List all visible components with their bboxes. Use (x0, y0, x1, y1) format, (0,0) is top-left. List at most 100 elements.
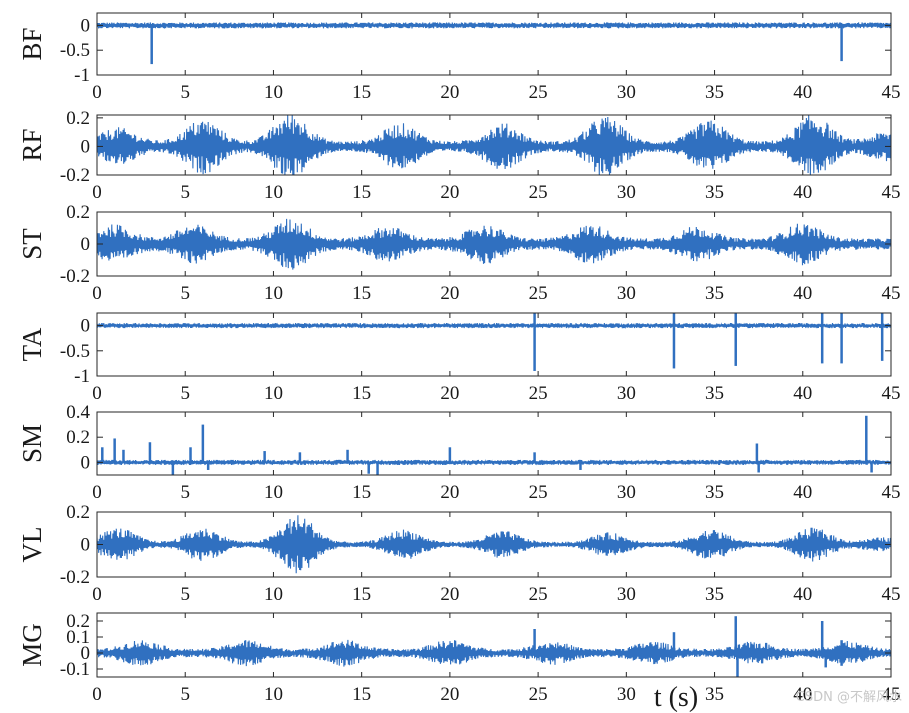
x-tick-label: 35 (705, 82, 724, 103)
x-tick-label: 25 (529, 182, 548, 203)
x-tick-label: 10 (264, 684, 283, 705)
y-axis-label-mg: MG (17, 623, 47, 667)
x-tick-label: 0 (92, 482, 102, 503)
x-tick-label: 35 (705, 684, 724, 705)
x-axis-label: t (s) (654, 682, 698, 713)
axes-box-bf (96, 12, 892, 76)
y-tick-label: -0.2 (60, 266, 90, 287)
x-tick-label: 15 (352, 82, 371, 103)
x-tick-label: 30 (617, 482, 636, 503)
panel-ta: 0 5 10 15 20 25 30 35 40 450-0.5-1TA (17, 312, 901, 404)
x-tick-label: 40 (793, 383, 812, 404)
y-tick-label: 0 (81, 15, 91, 36)
y-axis-label-sm: SM (17, 424, 47, 463)
y-tick-label: 0 (81, 643, 91, 664)
panel-vl: 0 5 10 15 20 25 30 35 40 450.20-0.2VL (17, 502, 901, 605)
x-tick-label: 15 (352, 383, 371, 404)
y-tick-label: 0 (81, 535, 91, 556)
x-tick-label: 20 (440, 584, 459, 605)
x-tick-label: 45 (882, 383, 901, 404)
y-tick-label: 0 (81, 316, 91, 337)
x-tick-label: 35 (705, 182, 724, 203)
panel-st: 0 5 10 15 20 25 30 35 40 450.20-0.2ST (17, 202, 901, 304)
axes-box-rf (96, 114, 892, 176)
x-tick-label: 15 (352, 584, 371, 605)
x-tick-label: 30 (617, 684, 636, 705)
x-tick-label: 5 (180, 584, 190, 605)
x-tick-label: 15 (352, 482, 371, 503)
x-tick-label: 25 (529, 684, 548, 705)
x-tick-label: 25 (529, 283, 548, 304)
x-tick-label: 35 (705, 383, 724, 404)
y-tick-label: -0.5 (60, 341, 90, 362)
x-tick-label: 10 (264, 584, 283, 605)
signal-trace-mg (97, 639, 891, 667)
x-tick-label: 30 (617, 283, 636, 304)
y-axis-label-st: ST (17, 228, 47, 260)
x-tick-label: 20 (440, 182, 459, 203)
y-tick-label: 0.2 (66, 108, 90, 129)
x-tick-label: 5 (180, 182, 190, 203)
y-tick-label: 0.2 (66, 427, 90, 448)
signal-trace-ta (97, 322, 891, 330)
panel-rf: 0 5 10 15 20 25 30 35 40 450.20-0.2RF (17, 108, 901, 203)
x-tick-label: 40 (793, 584, 812, 605)
x-tick-label: 35 (705, 283, 724, 304)
y-tick-label: 0.2 (66, 611, 90, 632)
y-axis-label-bf: BF (17, 27, 47, 60)
x-tick-label: 45 (882, 684, 901, 705)
signal-trace-rf (97, 115, 891, 175)
y-tick-label: 0.2 (66, 202, 90, 223)
x-tick-label: 35 (705, 584, 724, 605)
x-tick-label: 30 (617, 82, 636, 103)
y-tick-label: 0.1 (66, 627, 90, 648)
x-tick-label: 25 (529, 482, 548, 503)
y-axis-label-ta: TA (17, 327, 47, 361)
signal-trace-bf (97, 22, 891, 29)
x-tick-label: 5 (180, 82, 190, 103)
y-tick-label: -1 (74, 65, 90, 86)
x-tick-label: 45 (882, 482, 901, 503)
x-tick-label: 0 (92, 383, 102, 404)
x-tick-label: 30 (617, 182, 636, 203)
y-tick-label: -0.2 (60, 165, 90, 186)
x-tick-label: 45 (882, 182, 901, 203)
signal-trace-st (97, 218, 891, 270)
x-tick-label: 15 (352, 283, 371, 304)
x-tick-label: 0 (92, 584, 102, 605)
x-tick-label: 10 (264, 182, 283, 203)
x-tick-label: 20 (440, 82, 459, 103)
x-tick-label: 0 (92, 684, 102, 705)
x-tick-label: 45 (882, 283, 901, 304)
watermark-text: CSDN @不解风水 (796, 690, 902, 705)
x-tick-label: 15 (352, 684, 371, 705)
axes-box-sm (96, 411, 892, 476)
y-tick-label: 0 (81, 234, 91, 255)
x-tick-label: 20 (440, 283, 459, 304)
x-tick-label: 40 (793, 482, 812, 503)
y-tick-label: 0.4 (66, 402, 90, 423)
signal-trace-sm (97, 459, 891, 466)
y-axis-label-vl: VL (17, 527, 47, 563)
x-tick-label: 40 (793, 283, 812, 304)
x-tick-label: 25 (529, 82, 548, 103)
x-tick-label: 5 (180, 283, 190, 304)
x-tick-label: 10 (264, 482, 283, 503)
x-tick-label: 0 (92, 182, 102, 203)
panel-sm: 0 5 10 15 20 25 30 35 40 45 0.4 0.2 0 SM (17, 402, 901, 503)
x-tick-label: 20 (440, 383, 459, 404)
x-tick-label: 20 (440, 482, 459, 503)
x-tick-label: 10 (264, 82, 283, 103)
y-tick-label: -0.2 (60, 567, 90, 588)
y-axis-label-rf: RF (17, 128, 47, 161)
x-tick-label: 25 (529, 383, 548, 404)
x-tick-label: 0 (92, 82, 102, 103)
y-tick-label: 0 (81, 452, 91, 473)
x-tick-label: 15 (352, 182, 371, 203)
x-tick-label: 5 (180, 383, 190, 404)
x-tick-label: 10 (264, 283, 283, 304)
x-tick-label: 40 (793, 182, 812, 203)
x-tick-label: 5 (180, 684, 190, 705)
x-tick-label: 20 (440, 684, 459, 705)
x-tick-label: 30 (617, 383, 636, 404)
